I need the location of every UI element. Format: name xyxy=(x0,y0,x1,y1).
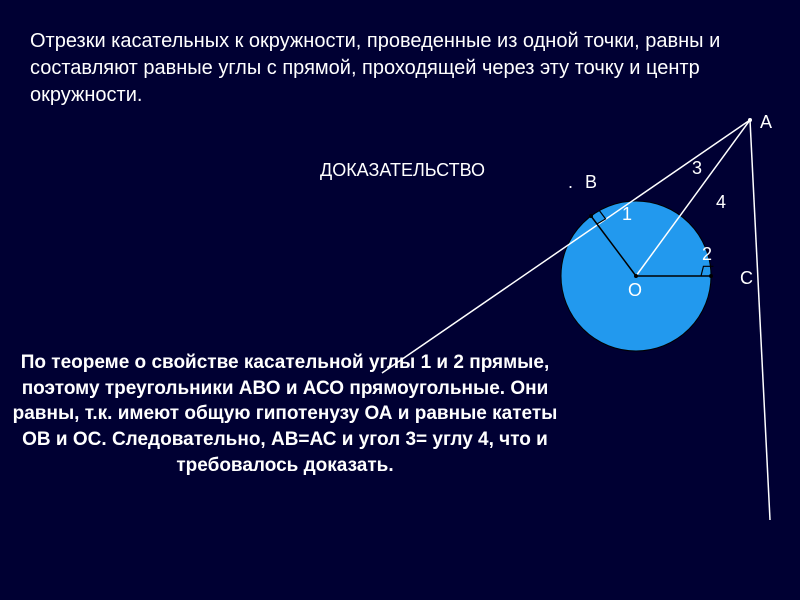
label-B: В xyxy=(585,172,597,193)
label-angle-4: 4 xyxy=(716,192,726,213)
tangent-diagram xyxy=(0,0,800,600)
label-dot: . xyxy=(568,172,573,193)
label-angle-2: 2 xyxy=(702,244,712,265)
label-O: О xyxy=(628,280,642,301)
label-angle-1: 1 xyxy=(622,204,632,225)
label-C: С xyxy=(740,268,753,289)
label-A: А xyxy=(760,112,772,133)
label-angle-3: 3 xyxy=(692,158,702,179)
